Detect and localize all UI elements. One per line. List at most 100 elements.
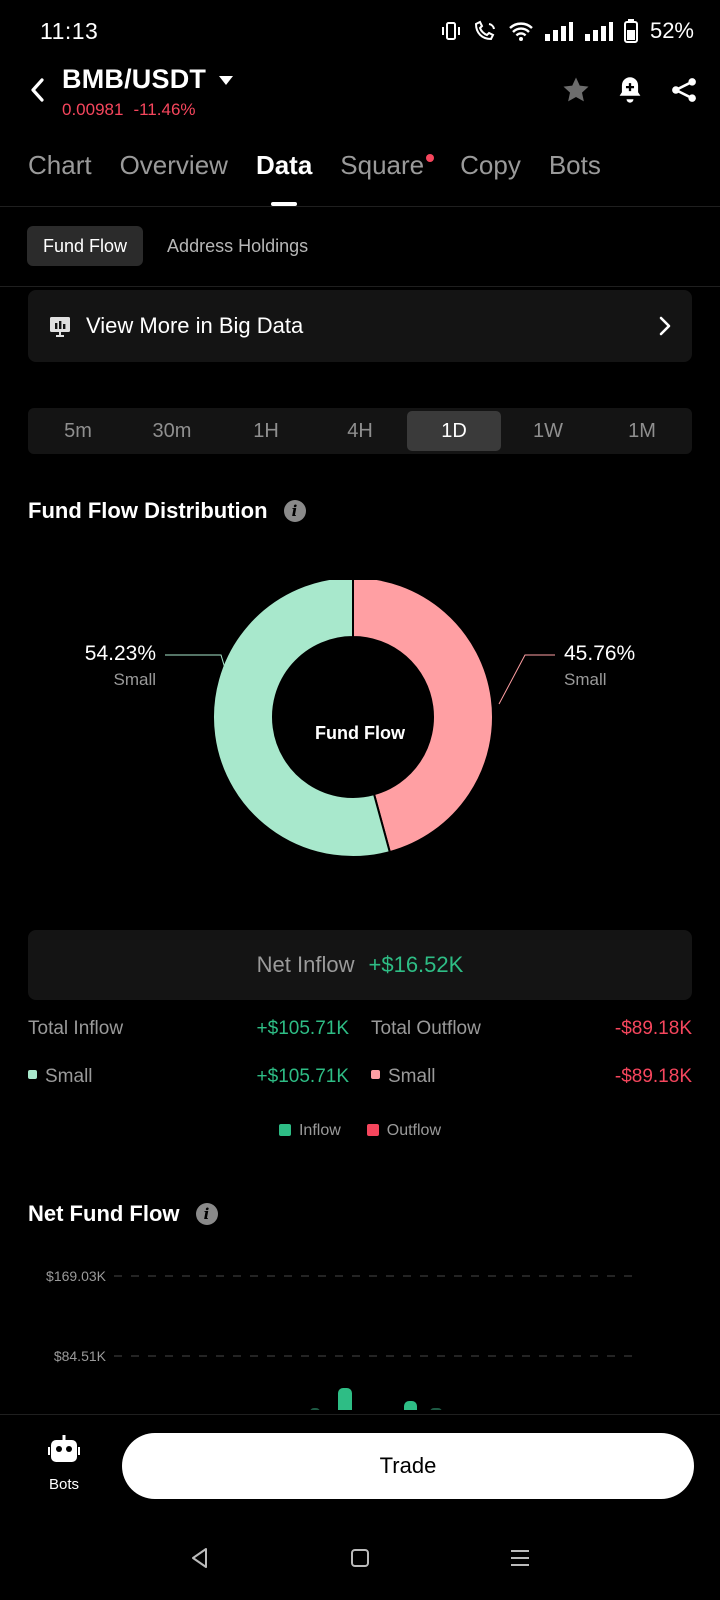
flow-breakdown: Total Inflow +$105.71K Total Outflow -$8… <box>28 1018 692 1114</box>
small-outflow-label-wrap: Small <box>371 1066 436 1088</box>
subtab-address-holdings[interactable]: Address Holdings <box>167 235 309 256</box>
legend-inflow-swatch <box>278 1123 291 1136</box>
pair-selector[interactable]: BMB/USDT <box>62 64 236 95</box>
fund-flow-donut: Fund Flow 54.23% Small 45.76% Small <box>0 575 720 880</box>
legend-outflow: Outflow <box>366 1122 442 1140</box>
caret-down-icon <box>216 70 236 90</box>
bots-label: Bots <box>48 1476 79 1493</box>
legend-outflow-label: Outflow <box>386 1122 442 1139</box>
bottom-action-bar: Bots Trade <box>0 1414 720 1516</box>
period-5m[interactable]: 5m <box>64 419 92 442</box>
outflow-slice <box>352 575 494 854</box>
last-price: 0.00981 <box>62 100 124 119</box>
robot-icon <box>48 1435 80 1462</box>
tab-chart[interactable]: Chart <box>28 150 92 180</box>
outflow-pct: 45.76% <box>564 642 636 665</box>
period-1d[interactable]: 1D <box>407 411 501 451</box>
period-4h[interactable]: 4H <box>347 419 373 442</box>
small-inflow-label-wrap: Small <box>28 1066 93 1088</box>
price-row: 0.00981 -11.46% <box>62 100 196 120</box>
info-icon[interactable]: i <box>195 1203 218 1225</box>
notification-dot <box>426 154 435 162</box>
period-selector: 5m 30m 1H 4H 1D 1W 1M <box>28 408 692 454</box>
inflow-pct: 54.23% <box>84 642 156 665</box>
tab-square-label: Square <box>340 150 425 180</box>
flow-legend: Inflow Outflow <box>0 1122 720 1140</box>
net-fund-flow-title: Net Fund Flow <box>28 1201 180 1226</box>
price-change: -11.46% <box>133 100 196 119</box>
tab-square[interactable]: Square <box>340 150 435 204</box>
small-outflow-label: Small <box>388 1066 436 1087</box>
view-big-data-button[interactable]: View More in Big Data <box>28 290 692 362</box>
signal-icon-1 <box>544 20 574 42</box>
wifi-call-icon <box>472 20 498 42</box>
share-button[interactable] <box>668 74 700 106</box>
header: BMB/USDT 0.00981 -11.46% <box>0 62 720 128</box>
inflow-name: Small <box>113 670 156 689</box>
favorite-button[interactable] <box>560 74 592 106</box>
net-fund-flow-title-row: Net Fund Flow i <box>28 1201 218 1227</box>
bell-plus-icon <box>619 77 641 103</box>
net-inflow-card: Net Inflow +$16.52K <box>28 930 692 1000</box>
donut-center-label: Fund Flow <box>315 723 406 743</box>
small-outflow-value: -$89.18K <box>614 1066 692 1087</box>
battery-percent: 52% <box>649 18 694 43</box>
total-inflow-label: Total Inflow <box>28 1018 124 1039</box>
period-30m[interactable]: 30m <box>152 419 192 442</box>
trade-button[interactable]: Trade <box>122 1433 694 1499</box>
info-icon[interactable]: i <box>283 500 306 522</box>
signal-icon-2 <box>584 20 614 42</box>
back-button[interactable] <box>22 74 52 106</box>
system-nav-bar <box>0 1516 720 1600</box>
wifi-icon <box>508 20 534 42</box>
chevron-right-icon <box>659 316 671 336</box>
alert-button[interactable] <box>614 74 646 106</box>
total-inflow-value: +$105.71K <box>256 1018 349 1039</box>
small-row: Small +$105.71K Small -$89.18K <box>28 1066 692 1114</box>
inflow-slice <box>212 575 392 858</box>
status-icons: 52% <box>440 16 694 46</box>
distribution-title-row: Fund Flow Distribution i <box>28 498 306 524</box>
subtab-fund-flow[interactable]: Fund Flow <box>27 226 144 266</box>
y-tick-mid: $84.51K <box>54 1348 107 1364</box>
outflow-name: Small <box>564 670 607 689</box>
period-1w[interactable]: 1W <box>533 419 563 442</box>
tab-data[interactable]: Data <box>256 150 312 206</box>
small-inflow-value: +$105.71K <box>256 1066 349 1087</box>
bar-3 <box>310 1408 320 1418</box>
bar-1 <box>338 1388 352 1418</box>
period-1m[interactable]: 1M <box>628 419 656 442</box>
distribution-title: Fund Flow Distribution <box>28 498 268 523</box>
bots-button[interactable]: Bots <box>38 1435 90 1493</box>
small-inflow-label: Small <box>45 1066 93 1087</box>
outflow-leader-line <box>498 654 555 705</box>
net-fund-flow-svg: $169.03K $84.51K <box>46 1268 640 1421</box>
tab-copy[interactable]: Copy <box>460 150 521 180</box>
triangle-back-icon <box>192 1548 207 1568</box>
main-tabs: Chart Overview Data Square Copy Bots <box>28 150 629 206</box>
menu-recents-icon <box>511 1550 529 1566</box>
battery-icon <box>623 19 638 43</box>
outflow-slice-label: 45.76% Small <box>564 642 635 690</box>
presentation-chart-icon <box>50 317 70 337</box>
legend-outflow-swatch <box>366 1123 379 1136</box>
nav-recents-button[interactable] <box>500 1538 540 1578</box>
period-1h[interactable]: 1H <box>253 419 279 442</box>
net-inflow-label: Net Inflow <box>256 952 355 977</box>
total-outflow-label: Total Outflow <box>371 1018 481 1039</box>
nav-back-button[interactable] <box>180 1538 220 1578</box>
view-big-data-label: View More in Big Data <box>86 313 304 338</box>
bar-2 <box>404 1401 417 1421</box>
tab-bots[interactable]: Bots <box>548 150 601 180</box>
subtabs-divider <box>0 286 720 287</box>
tab-overview[interactable]: Overview <box>119 150 228 180</box>
net-fund-flow-chart: $169.03K $84.51K <box>0 1250 720 1421</box>
legend-inflow-label: Inflow <box>298 1122 341 1139</box>
chevron-left-icon <box>31 78 44 102</box>
donut-chart: Fund Flow <box>165 575 555 858</box>
header-actions <box>560 74 700 106</box>
legend-inflow: Inflow <box>278 1122 341 1140</box>
nav-home-button[interactable] <box>340 1538 380 1578</box>
status-time: 11:13 <box>40 18 99 44</box>
status-bar: 11:13 52% <box>0 0 720 62</box>
